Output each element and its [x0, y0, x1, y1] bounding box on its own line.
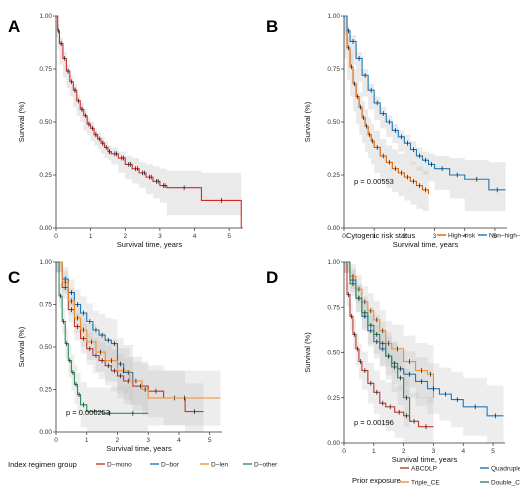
x-tick-label: 2 [123, 233, 127, 240]
y-tick-label: 1.00 [327, 259, 340, 266]
confidence-band [56, 262, 149, 432]
y-tick-label: 0.50 [39, 344, 52, 351]
legend-label: D−bor [161, 461, 180, 468]
y-tick-label: 0.25 [327, 395, 340, 402]
y-axis-title: Survival (%) [303, 101, 312, 142]
confidence-band [344, 262, 410, 443]
x-tick-label: 4 [193, 233, 197, 240]
x-axis-title: Survival time, years [117, 240, 183, 249]
legend-title: Index regimen group [8, 460, 77, 469]
confidence-band [344, 16, 506, 212]
y-tick-label: 0.25 [39, 172, 52, 179]
legend-title: Cytogenic risk status [346, 231, 415, 240]
y-tick-label: 0.00 [327, 440, 340, 447]
km-curve-D−len [56, 261, 221, 399]
y-axis-title: Survival (%) [17, 101, 26, 142]
x-tick-label: 5 [208, 437, 212, 444]
panel-D: D 0.00 0.25 0.50 0.75 1.00 0 1 2 3 4 5 Survival time… [266, 259, 520, 486]
x-tick-label: 3 [432, 448, 436, 455]
panel-letter: A [8, 17, 20, 36]
confidence-band [56, 262, 133, 411]
x-tick-label: 2 [403, 233, 407, 240]
legend-label: Triple_CE [411, 479, 440, 486]
y-tick-label: 1.00 [327, 13, 340, 20]
km-curve-overall [56, 15, 242, 228]
x-tick-label: 4 [461, 448, 465, 455]
y-tick-label: 0.50 [39, 119, 52, 126]
y-tick-label: 0.75 [327, 304, 340, 311]
panel-letter: B [266, 17, 278, 36]
y-tick-label: 0.50 [327, 350, 340, 357]
confidence-band [56, 262, 221, 428]
y-tick-label: 0.00 [39, 225, 52, 232]
km-curve-D−other [56, 261, 149, 414]
y-tick-label: 0.50 [327, 119, 340, 126]
x-tick-label: 5 [227, 233, 231, 240]
y-tick-label: 1.00 [39, 13, 52, 20]
panel-A: A 0.00 0.25 0.50 0.75 1.00 0 1 2 3 4 5 Survival time… [8, 13, 243, 249]
x-tick-label: 5 [491, 448, 495, 455]
y-tick-label: 0.75 [39, 302, 52, 309]
legend-title: Prior exposure [352, 476, 401, 485]
legend-label: D−mono [107, 461, 132, 468]
x-axis-title: Survival time, years [393, 240, 459, 249]
panel-letter: C [8, 268, 20, 287]
panel-C: C 0.00 0.25 0.50 0.75 1.00 0 1 2 3 4 5 Survival time… [8, 259, 278, 469]
y-tick-label: 0.00 [327, 225, 340, 232]
confidence-band [344, 262, 434, 443]
y-tick-label: 0.75 [327, 66, 340, 73]
p-value: p = 0.00553 [354, 177, 394, 186]
x-tick-label: 0 [342, 233, 346, 240]
x-tick-label: 1 [89, 233, 93, 240]
x-tick-label: 5 [493, 233, 497, 240]
x-tick-label: 1 [85, 437, 89, 444]
km-curve-High–risk [344, 15, 430, 195]
legend-label: Double_CE [491, 479, 520, 486]
y-axis-title: Survival (%) [303, 332, 312, 373]
y-tick-label: 0.25 [327, 172, 340, 179]
y-tick-label: 0.75 [39, 66, 52, 73]
panel-B: B 0.00 0.25 0.50 0.75 1.00 0 1 2 3 4 5 Survival time… [266, 13, 520, 249]
confidence-band [344, 262, 504, 443]
p-value: p = 0.00196 [354, 418, 394, 427]
confidence-band [344, 16, 429, 212]
confidence-band [56, 16, 242, 216]
legend-label: ABCDLP [411, 465, 437, 472]
x-tick-label: 0 [54, 233, 58, 240]
x-tick-label: 4 [463, 233, 467, 240]
y-tick-label: 0.25 [39, 387, 52, 394]
x-tick-label: 1 [372, 233, 376, 240]
x-tick-label: 4 [177, 437, 181, 444]
legend-label: Non–high–risk [489, 232, 520, 239]
x-axis-title: Survival time, years [392, 455, 458, 464]
x-axis-title: Survival time, years [106, 444, 172, 453]
km-curve-Double_CE [344, 261, 411, 422]
x-tick-label: 0 [342, 448, 346, 455]
y-tick-label: 0.00 [39, 429, 52, 436]
p-value: p = 0.000253 [66, 408, 110, 417]
x-tick-label: 2 [116, 437, 120, 444]
x-tick-label: 3 [158, 233, 162, 240]
confidence-band [56, 262, 204, 432]
y-tick-label: 1.00 [39, 259, 52, 266]
x-tick-label: 0 [54, 437, 58, 444]
x-tick-label: 2 [402, 448, 406, 455]
x-tick-label: 1 [372, 448, 376, 455]
panel-letter: D [266, 268, 278, 287]
legend-label: Quadruple_CE [491, 465, 520, 472]
y-axis-title: Survival (%) [17, 326, 26, 367]
x-tick-label: 3 [433, 233, 437, 240]
legend-label: D−len [211, 461, 229, 468]
x-tick-label: 3 [146, 437, 150, 444]
legend-label: High–risk [448, 232, 476, 239]
legend-label: D−other [254, 461, 278, 468]
